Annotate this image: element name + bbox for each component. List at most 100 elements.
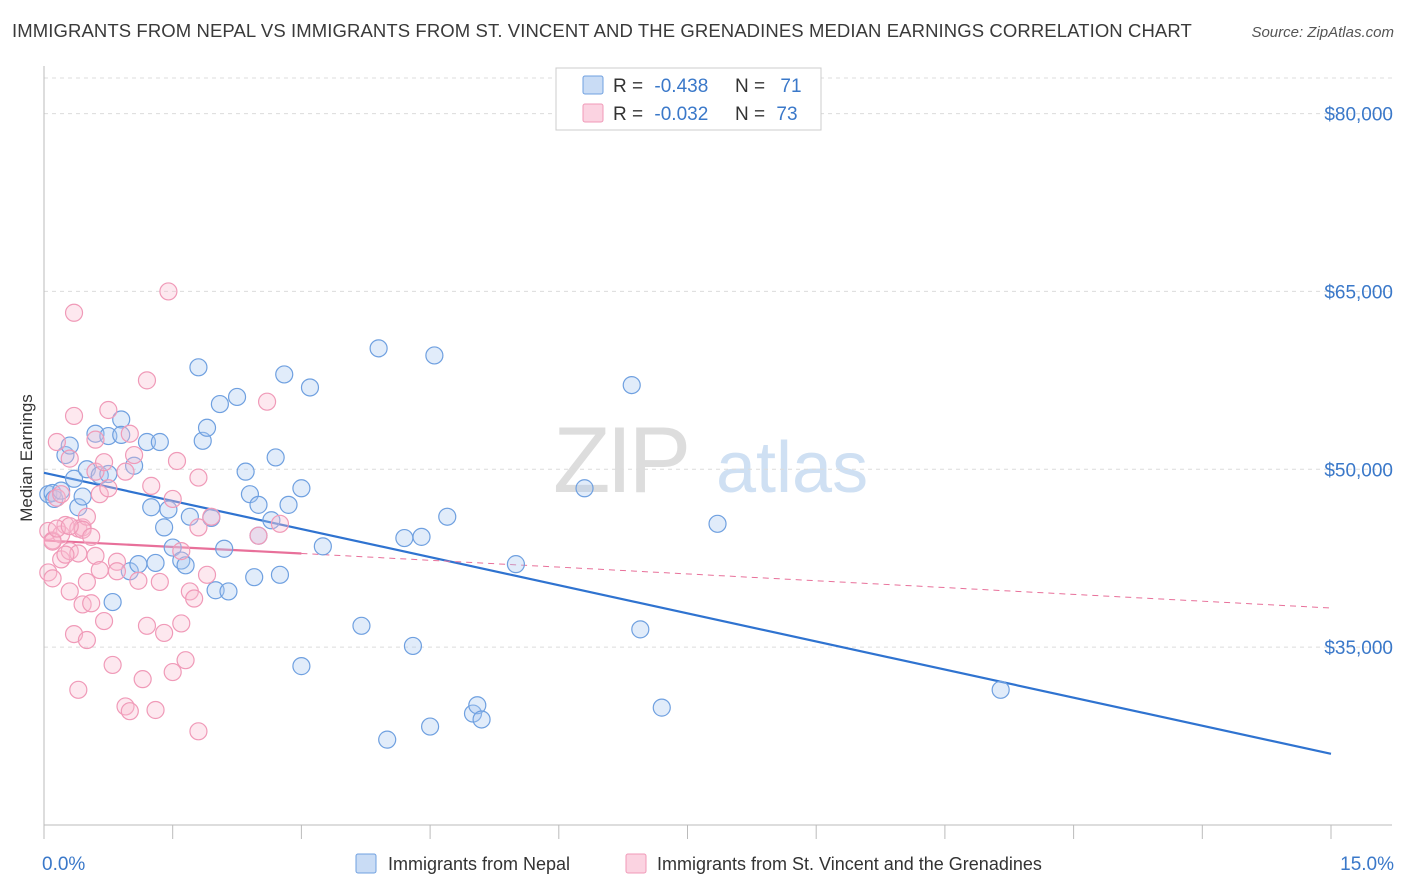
stvincent-point	[86, 430, 105, 449]
x-tick-labels: 0.0% 15.0%	[42, 854, 1394, 875]
stvincent-point	[124, 445, 144, 465]
stvincent-point	[77, 630, 97, 650]
legend-n-value-2: 73	[776, 104, 797, 125]
legend-swatch-stvincent	[582, 103, 604, 123]
nepal-point	[708, 514, 727, 533]
stvincent-point	[77, 572, 97, 592]
stvincent-point	[185, 589, 204, 608]
stvincent-point	[120, 702, 139, 721]
bottom-legend-label-stvincent: Immigrants from St. Vincent and the Gren…	[657, 854, 1042, 874]
stvincent-point	[120, 424, 139, 443]
nepal-point	[215, 539, 234, 558]
stvincent-point	[99, 479, 118, 498]
stvincent-point	[116, 462, 135, 481]
watermark-zip: ZIP	[553, 407, 687, 512]
stvincent-point	[47, 432, 66, 452]
stvincent-point	[257, 392, 277, 411]
nepal-point	[227, 387, 247, 407]
nepal-point	[631, 620, 650, 639]
nepal-point	[197, 418, 217, 437]
nepal-point	[270, 565, 290, 584]
bottom-legend-label-nepal: Immigrants from Nepal	[388, 854, 570, 874]
stvincent-point	[197, 565, 217, 584]
stvincent-point	[60, 517, 79, 536]
stvincent-point	[99, 400, 118, 420]
legend-n-value-1: 71	[780, 76, 801, 97]
stvincent-point	[150, 572, 169, 592]
watermark-atlas: atlas	[716, 428, 868, 508]
stvincent-point	[167, 451, 187, 471]
axes	[43, 66, 1392, 839]
nepal-point	[575, 479, 594, 498]
nepal-point	[210, 394, 229, 414]
nepal-point	[73, 487, 92, 506]
stats-legend: R = -0.438 N = 71 R = -0.032 N = 73	[555, 67, 822, 131]
stvincent-point	[172, 614, 191, 633]
stvincent-point	[176, 651, 195, 670]
stvincent-point	[202, 507, 221, 526]
nepal-point	[206, 581, 225, 600]
nepal-point	[369, 339, 388, 358]
nepal-point	[279, 495, 298, 514]
trend-lines	[43, 471, 1332, 755]
svg-text:R = -0.438 N =: R = -0.438 N = 71	[613, 76, 802, 97]
stvincent-point	[64, 406, 84, 426]
nepal-point	[103, 592, 122, 612]
stvincent-point	[163, 489, 182, 509]
legend-n-label-1: N =	[735, 76, 765, 97]
stvincent-point	[163, 662, 182, 682]
stvincent-point	[60, 582, 79, 601]
nepal-point	[112, 410, 131, 429]
stvincent-point	[137, 616, 157, 635]
stvincent-point	[69, 680, 88, 699]
nepal-point	[176, 556, 195, 575]
stvincent-point	[189, 518, 208, 537]
y-axis-label: Median Earnings	[17, 394, 36, 522]
nepal-trend-line	[43, 471, 1332, 755]
stvincent-point	[189, 468, 208, 487]
nepal-point	[378, 730, 397, 749]
nepal-point	[219, 582, 238, 601]
legend-swatch-nepal	[582, 75, 604, 95]
legend-r-value-1: -0.438	[654, 76, 708, 97]
y-tick-label: $50,000	[1324, 460, 1393, 481]
nepal-point	[137, 432, 157, 452]
nepal-point	[300, 378, 320, 397]
nepal-point	[438, 507, 457, 526]
nepal-point	[313, 537, 332, 556]
stvincent-point	[189, 722, 208, 741]
stvincent-point	[52, 485, 71, 504]
nepal-point	[292, 657, 311, 676]
source-label: Source: ZipAtlas.com	[1251, 24, 1394, 41]
stvincent-trend-line	[43, 539, 302, 555]
nepal-point	[275, 365, 294, 384]
stvincent-point	[90, 560, 109, 580]
nepal-point	[146, 553, 165, 573]
stvincent-point	[94, 453, 114, 472]
nepal-point	[142, 498, 161, 517]
legend-r-label-2: R =	[613, 104, 643, 125]
stvincent-point	[82, 594, 101, 613]
nepal-point	[292, 479, 311, 498]
nepal-point	[412, 527, 431, 546]
y-tick-label: $35,000	[1324, 638, 1393, 659]
stvincent-point	[133, 670, 152, 689]
data-points	[39, 282, 1010, 749]
stvincent-point	[82, 527, 101, 546]
stvincent-point	[86, 546, 105, 565]
y-tick-labels: $35,000 $50,000 $65,000 $80,000	[1324, 105, 1393, 660]
nepal-point	[249, 495, 268, 514]
stvincent-point	[107, 552, 127, 571]
nepal-point	[506, 555, 526, 574]
nepal-point	[245, 568, 264, 587]
nepal-point	[189, 358, 208, 377]
stvincent-point	[64, 303, 84, 322]
stvincent-point	[172, 541, 191, 561]
stvincent-point	[94, 611, 114, 631]
stvincent-point	[103, 655, 122, 675]
legend-r-label-1: R =	[613, 76, 643, 97]
x-tick-label: 0.0%	[42, 854, 85, 875]
series-legend: Immigrants from Nepal Immigrants from St…	[355, 853, 1042, 874]
